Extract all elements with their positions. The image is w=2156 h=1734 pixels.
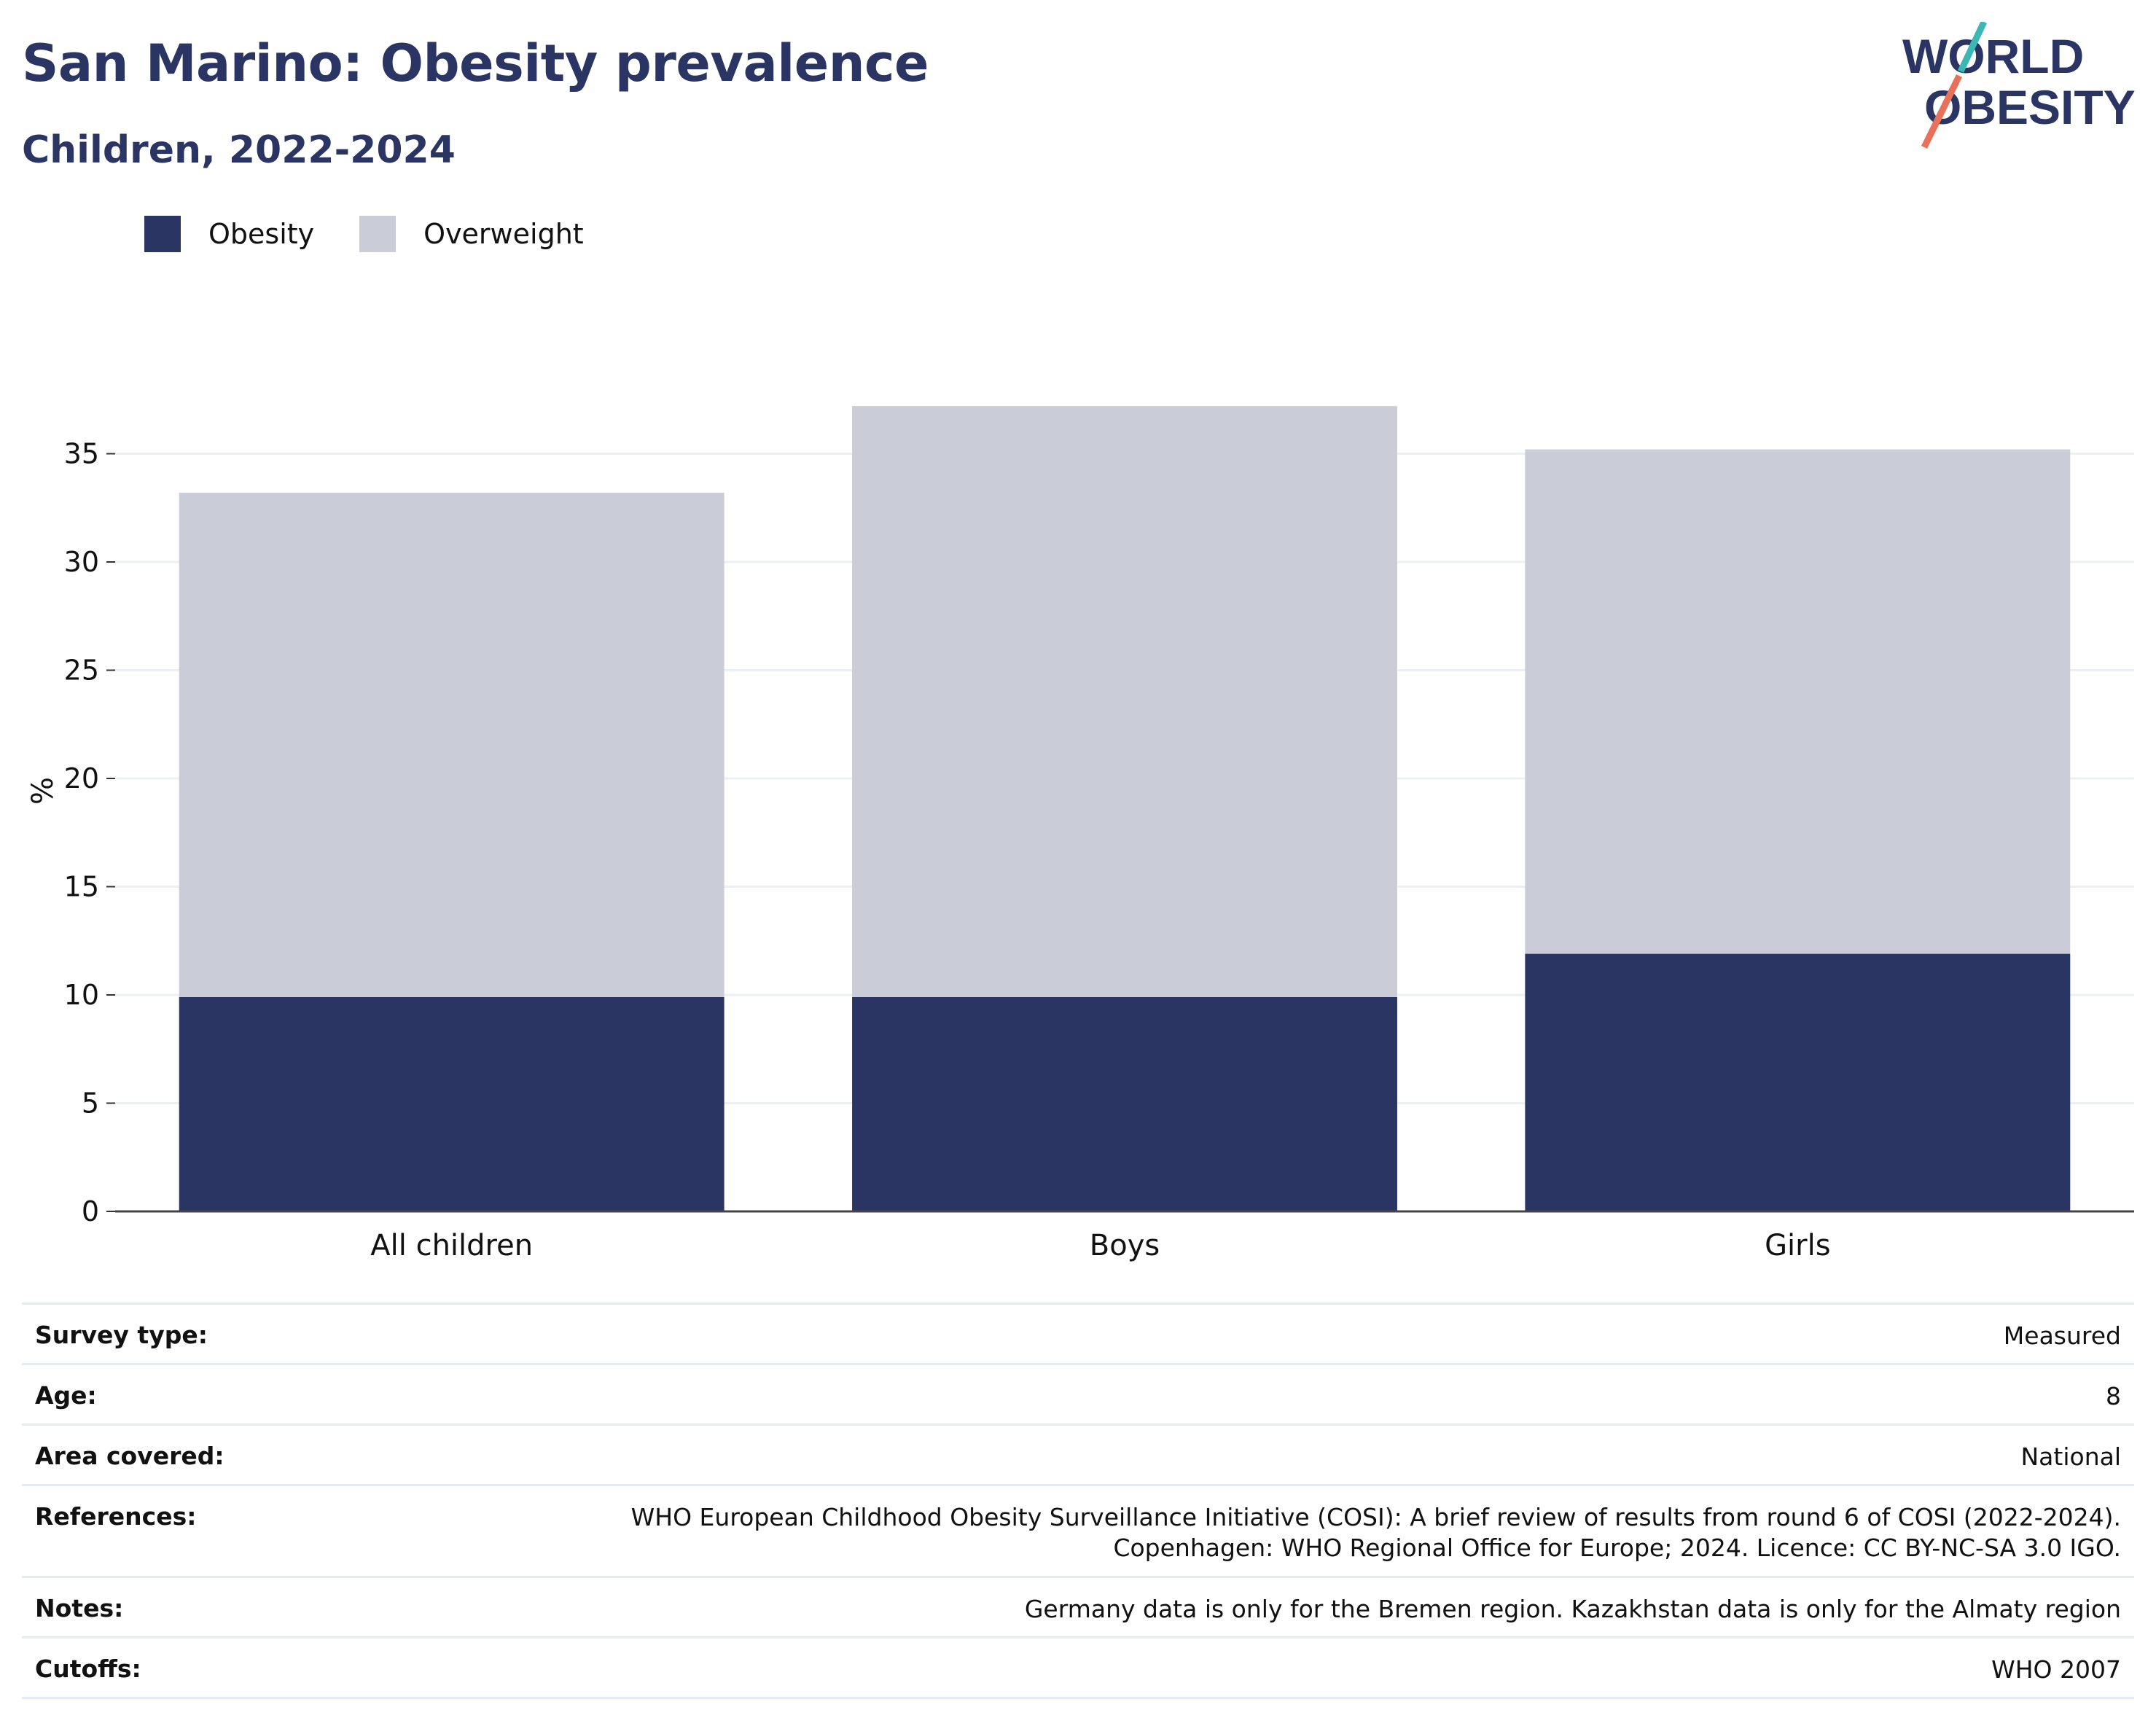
meta-key: References: [35, 1502, 197, 1531]
meta-row-cutoffs: Cutoffs: WHO 2007 [22, 1636, 2134, 1699]
meta-key: Cutoffs: [35, 1655, 141, 1683]
y-tick-label: 0 [82, 1195, 99, 1227]
bar-obesity-1 [179, 996, 724, 1211]
world-obesity-logo: WORLD OBESITY [1902, 22, 2136, 149]
legend-swatch-overweight [359, 216, 397, 252]
y-tick-label: 35 [64, 438, 99, 470]
y-tick-label: 30 [64, 546, 99, 578]
bar-overweight-1 [179, 492, 724, 997]
x-tick-label: All children [370, 1229, 533, 1262]
meta-key: Age: [35, 1381, 97, 1410]
y-tick-label: 20 [64, 762, 99, 794]
logo-line1: WORLD [1902, 29, 2084, 83]
bar-obesity-3 [1525, 953, 2071, 1211]
reference-line-2: Copenhagen: WHO Regional Office for Euro… [1113, 1534, 2121, 1562]
logo-slash-coral [1921, 74, 1963, 149]
meta-value: Germany data is only for the Bremen regi… [1024, 1595, 2121, 1623]
logo-slash-teal [1957, 22, 1988, 73]
legend-label-overweight: Overweight [423, 218, 584, 250]
legend-item-obesity[interactable]: Obesity [144, 216, 314, 252]
meta-key: Area covered: [35, 1442, 224, 1470]
x-tick-label: Girls [1765, 1229, 1831, 1262]
y-axis-label: % [26, 777, 60, 805]
meta-row-survey-type: Survey type: Measured [22, 1303, 2134, 1363]
meta-key: Survey type: [35, 1321, 208, 1349]
legend-swatch-obesity [144, 216, 181, 252]
metadata-table: Survey type: Measured Age: 8 Area covere… [22, 1303, 2134, 1699]
meta-row-age: Age: 8 [22, 1363, 2134, 1423]
y-tick-label: 15 [64, 871, 99, 903]
reference-line-1: WHO European Childhood Obesity Surveilla… [630, 1503, 2121, 1531]
meta-key: Notes: [35, 1594, 124, 1622]
legend-item-overweight[interactable]: Overweight [359, 216, 584, 252]
bar-overweight-2 [852, 406, 1397, 997]
y-tick-label: 25 [64, 655, 99, 687]
bar-overweight-3 [1525, 449, 2071, 954]
meta-value: Measured [2003, 1321, 2121, 1350]
legend-label-obesity: Obesity [208, 218, 315, 250]
bar-chart: 0 5 10 15 20 25 30 35% All children Boys Girls [26, 406, 2134, 1262]
chart-title: San Marino: Obesity prevalence [22, 34, 929, 93]
meta-row-notes: Notes: Germany data is only for the Brem… [22, 1576, 2134, 1636]
chart-subtitle: Children, 2022-2024 [22, 128, 456, 172]
meta-value: WHO 2007 [1991, 1655, 2121, 1684]
y-tick-label: 10 [64, 979, 99, 1011]
meta-value: WHO European Childhood Obesity Surveilla… [631, 1486, 2121, 1563]
y-tick-label: 5 [82, 1087, 99, 1120]
meta-value: National [2020, 1442, 2121, 1471]
chart-legend: Obesity Overweight [144, 216, 629, 252]
bar-obesity-2 [852, 996, 1397, 1211]
logo-line2: OBESITY [1924, 80, 2136, 134]
x-tick-label: Boys [1090, 1229, 1160, 1262]
meta-row-references: References: WHO European Childhood Obesi… [22, 1484, 2134, 1576]
meta-value: 8 [2106, 1382, 2121, 1410]
meta-row-area: Area covered: National [22, 1423, 2134, 1484]
